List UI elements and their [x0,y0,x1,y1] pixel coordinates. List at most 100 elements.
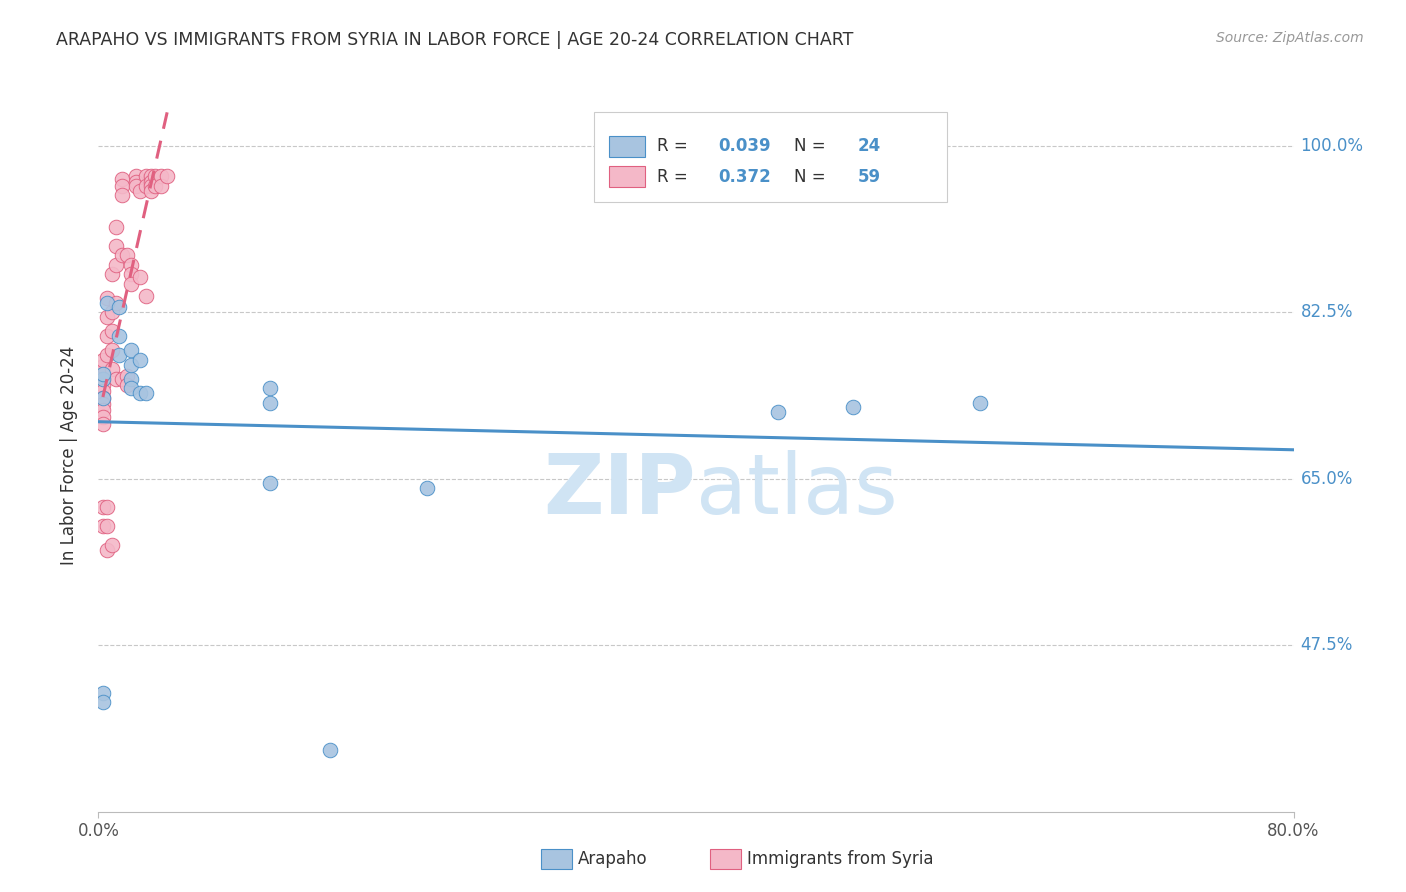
Point [91,365,114,379]
Text: N =: N = [794,137,831,155]
Point [120,258,142,272]
Point [108,329,131,343]
Point [143,169,166,183]
Point [135,289,157,303]
Point [111,172,134,186]
Point [115,248,138,262]
Point [259,381,281,395]
Point [101,538,124,552]
Point [96,348,118,362]
Text: ARAPAHO VS IMMIGRANTS FROM SYRIA IN LABOR FORCE | AGE 20-24 CORRELATION CHART: ARAPAHO VS IMMIGRANTS FROM SYRIA IN LABO… [56,31,853,49]
Point [91,500,114,515]
Point [842,401,865,415]
Point [101,362,124,376]
Point [91,372,114,386]
Point [101,267,124,281]
FancyBboxPatch shape [609,136,644,157]
Point [96,543,118,558]
Point [91,391,114,405]
Point [129,185,152,199]
Point [91,391,114,405]
Text: 0.039: 0.039 [718,137,772,155]
Point [125,175,148,189]
Point [96,500,118,515]
Point [91,384,114,399]
Text: 82.5%: 82.5% [1301,303,1353,321]
Text: atlas: atlas [696,450,897,531]
Point [150,178,173,193]
Text: 65.0%: 65.0% [1301,470,1353,488]
Point [125,169,148,183]
Text: ZIP: ZIP [544,450,696,531]
Point [111,372,134,386]
Text: 100.0%: 100.0% [1301,136,1364,154]
Point [969,395,991,409]
Text: 0.372: 0.372 [718,168,772,186]
Point [96,295,118,310]
Point [91,367,114,381]
Point [135,169,157,183]
Point [111,178,134,193]
Point [766,405,789,419]
Point [91,686,114,700]
Point [120,277,142,291]
Point [108,301,131,315]
Text: 47.5%: 47.5% [1301,636,1353,654]
Point [115,368,138,383]
Point [91,409,114,424]
Text: Source: ZipAtlas.com: Source: ZipAtlas.com [1216,31,1364,45]
Text: N =: N = [794,168,831,186]
Point [91,352,114,367]
Point [139,169,162,183]
Point [319,743,342,757]
Point [91,359,114,374]
Point [120,267,142,281]
Point [91,417,114,431]
Point [156,169,179,183]
Point [96,310,118,324]
Point [96,291,118,305]
Point [105,258,128,272]
Text: 59: 59 [858,168,880,186]
Point [115,378,138,392]
Point [91,397,114,411]
Point [139,185,162,199]
Point [91,403,114,417]
Point [129,386,152,401]
Point [129,352,152,367]
Point [101,324,124,338]
Point [101,305,124,319]
Point [105,238,128,252]
Y-axis label: In Labor Force | Age 20-24: In Labor Force | Age 20-24 [59,345,77,565]
Point [111,188,134,202]
Point [111,248,134,262]
Point [125,178,148,193]
Point [91,378,114,392]
Point [139,175,162,189]
Point [143,178,166,193]
Point [96,519,118,533]
Point [96,329,118,343]
Point [120,343,142,358]
Point [120,381,142,395]
Point [101,343,124,358]
FancyBboxPatch shape [595,112,946,202]
Point [416,481,439,495]
Text: 24: 24 [858,137,880,155]
Point [108,348,131,362]
Point [150,169,173,183]
Point [105,372,128,386]
Text: Arapaho: Arapaho [578,850,648,868]
FancyBboxPatch shape [609,166,644,187]
Point [135,386,157,401]
Text: R =: R = [657,168,693,186]
Point [91,695,114,709]
Point [129,270,152,285]
Point [105,219,128,234]
Point [91,372,114,386]
Point [120,372,142,386]
Point [120,358,142,372]
Point [105,295,128,310]
Point [139,178,162,193]
Point [135,178,157,193]
